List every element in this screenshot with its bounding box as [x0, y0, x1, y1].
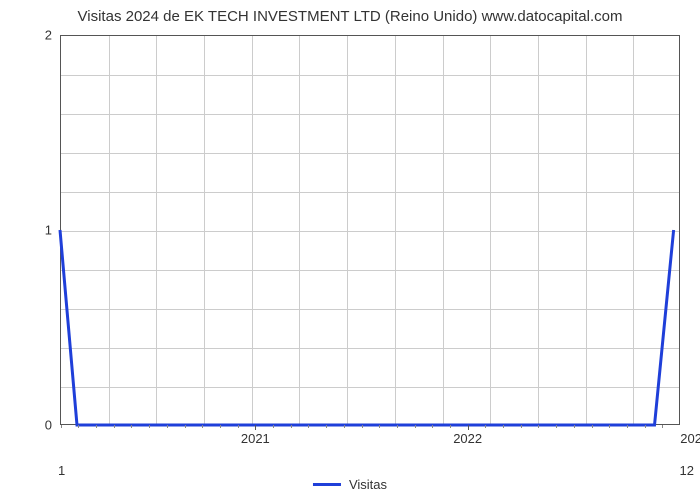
x-minor-tick	[344, 425, 345, 428]
x-minor-tick	[645, 425, 646, 428]
x-minor-tick	[291, 425, 292, 428]
x-tick-label: 2021	[241, 431, 270, 446]
x-minor-tick	[379, 425, 380, 428]
x-minor-tick	[167, 425, 168, 428]
x-minor-tick	[627, 425, 628, 428]
x-minor-tick	[432, 425, 433, 428]
series-polyline	[60, 230, 674, 425]
x-minor-tick	[415, 425, 416, 428]
x-minor-tick	[397, 425, 398, 428]
x-minor-tick	[662, 425, 663, 428]
x-minor-tick	[202, 425, 203, 428]
x-tick-label: 2022	[453, 431, 482, 446]
x-minor-tick	[556, 425, 557, 428]
y-tick-label: 0	[45, 418, 52, 433]
x-minor-tick	[149, 425, 150, 428]
x-corner-right-b: 202	[680, 431, 700, 446]
data-series-line	[60, 35, 680, 425]
chart-title: Visitas 2024 de EK TECH INVESTMENT LTD (…	[0, 0, 700, 25]
x-minor-tick	[521, 425, 522, 428]
x-minor-tick	[609, 425, 610, 428]
x-minor-tick	[78, 425, 79, 428]
x-minor-tick	[131, 425, 132, 428]
x-minor-tick	[308, 425, 309, 428]
x-minor-tick	[538, 425, 539, 428]
legend-swatch	[313, 483, 341, 486]
x-minor-tick	[362, 425, 363, 428]
x-minor-tick	[503, 425, 504, 428]
chart-plot: 012 20212022 1 12 202	[60, 35, 680, 425]
x-minor-tick	[574, 425, 575, 428]
x-minor-tick	[220, 425, 221, 428]
x-minor-tick	[592, 425, 593, 428]
x-minor-tick	[450, 425, 451, 428]
legend-label: Visitas	[349, 477, 387, 492]
x-minor-tick	[273, 425, 274, 428]
x-minor-tick	[238, 425, 239, 428]
x-minor-tick	[485, 425, 486, 428]
legend: Visitas	[313, 477, 387, 492]
y-tick-label: 1	[45, 223, 52, 238]
y-tick-label: 2	[45, 28, 52, 43]
x-minor-tick	[114, 425, 115, 428]
x-minor-tick	[96, 425, 97, 428]
x-tick-mark	[255, 425, 256, 430]
x-corner-left: 1	[58, 463, 65, 478]
x-minor-tick	[326, 425, 327, 428]
x-minor-tick	[185, 425, 186, 428]
x-corner-right-a: 12	[680, 463, 694, 478]
x-minor-tick	[61, 425, 62, 428]
x-tick-mark	[468, 425, 469, 430]
